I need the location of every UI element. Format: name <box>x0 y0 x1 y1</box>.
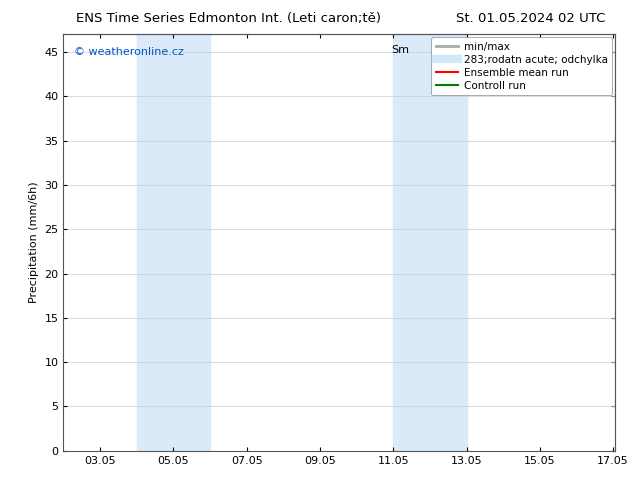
Y-axis label: Precipitation (mm/6h): Precipitation (mm/6h) <box>29 182 39 303</box>
Bar <box>393 34 467 451</box>
Bar <box>137 34 210 451</box>
Text: © weatheronline.cz: © weatheronline.cz <box>74 47 184 57</box>
Legend: min/max, 283;rodatn acute; odchylka, Ensemble mean run, Controll run: min/max, 283;rodatn acute; odchylka, Ens… <box>431 37 612 95</box>
Text: St. 01.05.2024 02 UTC: St. 01.05.2024 02 UTC <box>456 12 606 25</box>
Text: Sm: Sm <box>392 45 410 55</box>
Text: ENS Time Series Edmonton Int. (Leti caron;tě): ENS Time Series Edmonton Int. (Leti caro… <box>76 12 381 25</box>
